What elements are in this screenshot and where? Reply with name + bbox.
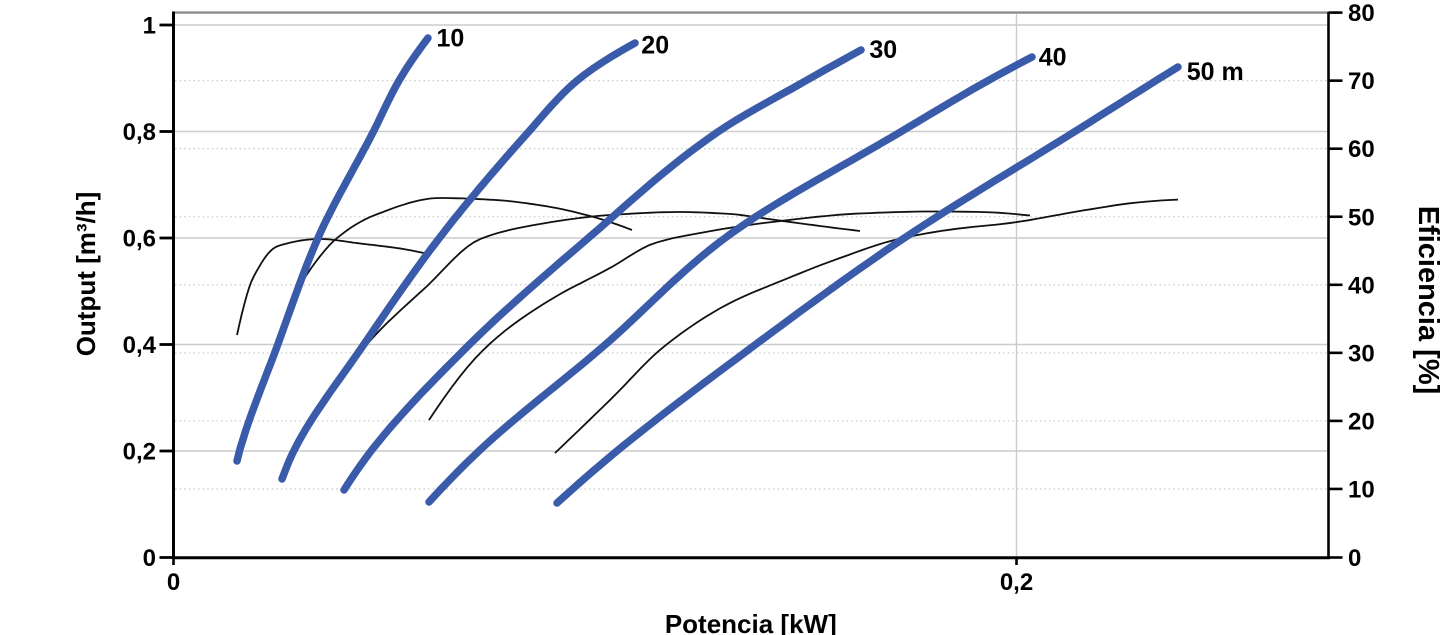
svg-text:Potencia [kW]: Potencia [kW] [665, 609, 837, 635]
svg-text:60: 60 [1348, 136, 1375, 163]
svg-text:40: 40 [1348, 272, 1375, 299]
svg-text:80: 80 [1348, 0, 1375, 27]
svg-text:0,8: 0,8 [123, 119, 156, 146]
svg-text:0: 0 [167, 569, 180, 596]
svg-text:0: 0 [143, 545, 156, 572]
svg-text:50 m: 50 m [1187, 58, 1244, 86]
svg-text:0,2: 0,2 [123, 439, 156, 466]
svg-text:10: 10 [437, 25, 465, 53]
svg-text:30: 30 [1348, 340, 1375, 367]
svg-text:0,2: 0,2 [1000, 569, 1033, 596]
svg-text:Eficiencia [%]: Eficiencia [%] [1412, 206, 1444, 395]
svg-text:30: 30 [869, 36, 897, 64]
svg-text:40: 40 [1039, 44, 1067, 72]
svg-text:Output [m³/h]: Output [m³/h] [71, 192, 101, 357]
svg-text:0,6: 0,6 [123, 226, 156, 253]
svg-text:1: 1 [143, 13, 156, 40]
svg-text:0,4: 0,4 [123, 332, 157, 359]
svg-text:20: 20 [1348, 408, 1375, 435]
svg-text:10: 10 [1348, 477, 1375, 504]
svg-text:20: 20 [641, 31, 669, 59]
svg-text:70: 70 [1348, 68, 1375, 95]
svg-text:50: 50 [1348, 204, 1375, 231]
svg-text:0: 0 [1348, 545, 1361, 572]
